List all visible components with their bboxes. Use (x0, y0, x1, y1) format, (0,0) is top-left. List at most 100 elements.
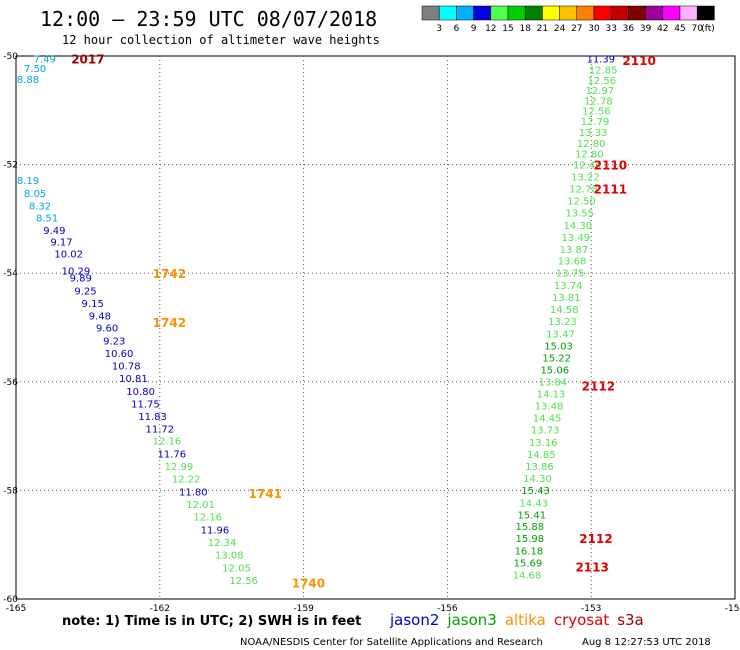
wave-height-value: 8.32 (29, 201, 51, 212)
wave-height-value: 14.58 (550, 305, 579, 316)
pass-time-label: 2113 (575, 560, 608, 574)
colorbar-tick-label: 70 (691, 24, 703, 34)
pass-time-label: 2112 (579, 532, 612, 546)
colorbar-swatch (438, 5, 457, 21)
wave-height-value: 10.78 (112, 362, 141, 373)
wave-height-value: 12.99 (165, 462, 194, 473)
wave-height-value: 13.81 (552, 293, 581, 304)
colorbar-swatch (696, 5, 715, 21)
wave-height-value: 8.51 (36, 213, 58, 224)
colorbar-tick-label: 39 (640, 24, 652, 34)
wave-height-value: 15.98 (516, 534, 545, 545)
pass-time-label: 1742 (153, 316, 186, 330)
colorbar-tick-label: 45 (674, 24, 685, 34)
wave-height-value: 10.60 (105, 349, 134, 360)
colorbar-swatch (421, 5, 440, 21)
pass-time-label: 2111 (594, 182, 627, 196)
pass-time-label: 2112 (582, 380, 615, 394)
wave-height-value: 12.78 (569, 184, 598, 195)
y-tick-label: -60 (3, 595, 18, 605)
wave-height-value: 12.16 (153, 436, 182, 447)
colorbar-swatch (542, 5, 560, 21)
grid-lines (16, 56, 735, 599)
y-tick-label: -56 (3, 378, 18, 388)
wave-height-value: 8.05 (24, 189, 46, 200)
wave-height-value: 12.05 (222, 564, 251, 575)
wave-height-value: 12.01 (186, 500, 215, 511)
legend-entry: s3a (617, 611, 644, 629)
x-tick-label: -156 (437, 604, 458, 614)
colorbar-tick-label: 21 (537, 24, 548, 34)
wave-height-value: 7.49 (34, 55, 56, 66)
colorbar-unit: (ft) (701, 24, 715, 34)
legend-entry: cryosat (554, 611, 609, 629)
colorbar-swatch (662, 5, 681, 21)
wave-height-value: 7.50 (24, 64, 46, 75)
x-tick-label: -150 (725, 604, 740, 614)
colorbar-swatch (576, 5, 595, 21)
wave-height-value: 11.96 (201, 525, 230, 536)
wave-height-value: 13.74 (554, 281, 583, 292)
wave-height-value: 12.56 (229, 576, 258, 587)
y-tick-label: -54 (3, 269, 18, 279)
wave-height-value: 12.80 (577, 139, 606, 150)
pass-time-label: 1742 (153, 267, 186, 281)
wave-height-value: 8.88 (17, 75, 39, 86)
colorbar-swatch (473, 5, 492, 21)
wave-height-labels: 7.497.508.88 8.19 8.058.328.51 9.499.1710.0… (17, 55, 618, 587)
wave-height-value: 12.44 (573, 161, 602, 172)
wave-height-value: 12.78 (584, 97, 613, 108)
colorbar-swatch (490, 5, 509, 21)
pass-time-label: 2110 (622, 54, 655, 68)
colorbar-tick-label: 24 (554, 24, 566, 34)
wave-height-value: 15.22 (542, 353, 571, 364)
wave-height-value: 15.69 (514, 559, 543, 570)
legend-entry: jason3 (446, 611, 496, 629)
wave-height-value: 14.30 (523, 474, 552, 485)
chart-subtitle: 12 hour collection of altimeter wave hei… (62, 33, 380, 47)
colorbar-tick-label: 3 (436, 24, 442, 34)
wave-height-value: 10.80 (126, 387, 155, 398)
wave-height-value: 12.34 (208, 538, 237, 549)
wave-height-value: 13.55 (565, 208, 594, 219)
colorbar-tick-label: 33 (605, 24, 616, 34)
colorbar-tick-label: 9 (471, 24, 477, 34)
wave-height-value: 12.22 (172, 474, 201, 485)
wave-height-value: 9.15 (82, 299, 104, 310)
colorbar-swatch (593, 5, 612, 21)
colorbar-tick-label: 42 (657, 24, 668, 34)
legend-entry: jason2 (389, 611, 439, 629)
colorbar-tick-label: 30 (588, 24, 600, 34)
wave-height-value: 14.43 (519, 498, 548, 509)
x-tick-label: -153 (581, 604, 601, 614)
wave-height-value: 11.80 (179, 487, 208, 498)
colorbar-swatch (524, 5, 543, 21)
colorbar-tick-label: 12 (485, 24, 496, 34)
wave-height-value: 14.30 (563, 221, 592, 232)
wave-height-value: 13.73 (531, 426, 560, 437)
colorbar-swatch (645, 5, 664, 21)
wave-height-value: 14.13 (537, 390, 566, 401)
wave-height-value: 13.16 (529, 438, 558, 449)
x-tick-label: -165 (6, 604, 26, 614)
wave-height-value: 10.29 (62, 266, 91, 277)
colorbar-tick-label: 15 (502, 24, 513, 34)
y-tick-label: -52 (3, 161, 18, 171)
wave-height-value: 13.48 (535, 402, 564, 413)
wave-height-value: 12.50 (567, 196, 596, 207)
wave-height-value: 11.75 (131, 400, 160, 411)
wave-height-value: 13.86 (525, 462, 554, 473)
wave-height-value: 16.18 (515, 547, 544, 558)
x-tick-label: -162 (150, 604, 170, 614)
colorbar-tick-label: 6 (454, 24, 460, 34)
wave-height-value: 15.06 (540, 365, 569, 376)
wave-height-value: 9.25 (74, 287, 96, 298)
colorbar-swatch (628, 5, 646, 21)
wave-height-value: 15.41 (517, 510, 546, 521)
legend-entry: altika (505, 611, 546, 629)
wave-height-value: 13.75 (556, 269, 585, 280)
wave-height-value: 14.85 (527, 450, 556, 461)
wave-height-value: 13.87 (560, 245, 589, 256)
wave-height-value: 8.19 (17, 176, 39, 187)
wave-height-value: 15.88 (516, 522, 545, 533)
